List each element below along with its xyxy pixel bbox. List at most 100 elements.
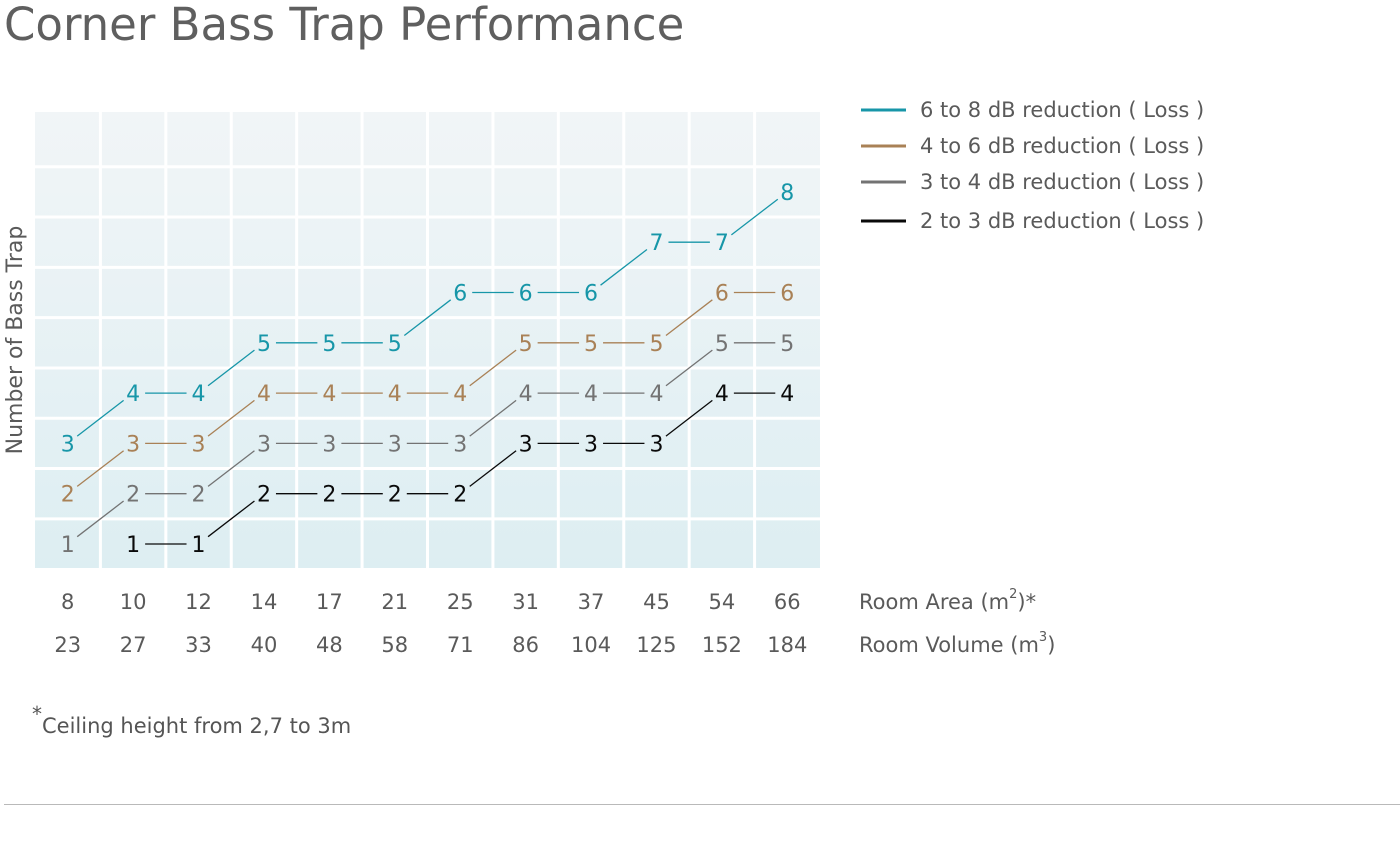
data-label: 5 <box>715 332 729 357</box>
data-label: 2 <box>192 483 206 508</box>
x-tick-label: 184 <box>767 633 807 657</box>
data-label: 2 <box>126 483 140 508</box>
data-label: 5 <box>322 332 336 357</box>
data-label: 5 <box>584 332 598 357</box>
chart-title: Corner Bass Trap Performance <box>4 0 685 51</box>
x-tick-label: 45 <box>643 590 670 614</box>
x-tick-label: 104 <box>571 633 611 657</box>
legend-label: 6 to 8 dB reduction ( Loss ) <box>920 98 1204 122</box>
series-segment <box>76 450 125 487</box>
data-label: 2 <box>257 483 271 508</box>
x-tick-label: 86 <box>512 633 539 657</box>
data-label: 4 <box>649 382 663 407</box>
bottom-divider <box>4 804 1400 805</box>
x-tick-label: 8 <box>61 590 74 614</box>
data-label: 3 <box>192 432 206 457</box>
data-label: 2 <box>388 483 402 508</box>
footnote-text: Ceiling height from 2,7 to 3m <box>42 714 352 738</box>
data-label: 2 <box>453 483 467 508</box>
series-segment <box>76 399 125 437</box>
series-segment <box>730 198 779 236</box>
data-label: 2 <box>322 483 336 508</box>
data-label: 4 <box>388 382 402 407</box>
x-row-title: Room Area (m2)* <box>859 587 1036 614</box>
data-label: 4 <box>257 382 271 407</box>
series-segment <box>207 450 255 487</box>
series-segment <box>600 248 648 286</box>
data-label: 7 <box>649 231 663 256</box>
y-axis-label: Number of Bass Trap <box>3 226 28 455</box>
data-label: 4 <box>519 382 533 407</box>
legend-label: 3 to 4 dB reduction ( Loss ) <box>920 170 1204 194</box>
x-tick-label: 31 <box>512 590 539 614</box>
series-segment <box>469 349 517 387</box>
x-tick-label: 27 <box>120 633 147 657</box>
data-label: 5 <box>388 332 402 357</box>
x-tick-label: 66 <box>774 590 801 614</box>
data-label: 1 <box>61 533 75 558</box>
x-tick-label: 12 <box>185 590 212 614</box>
data-label: 3 <box>649 432 663 457</box>
data-label: 6 <box>780 282 794 307</box>
data-label: 1 <box>126 533 140 558</box>
x-tick-label: 40 <box>251 633 278 657</box>
legend: 6 to 8 dB reduction ( Loss ) 4 to 6 dB re… <box>861 98 1204 233</box>
data-label: 5 <box>649 332 663 357</box>
data-label: 4 <box>715 382 729 407</box>
series-2: 2 3 3 4 4 4 4 5 5 5 6 6 <box>61 282 795 508</box>
legend-label: 2 to 3 dB reduction ( Loss ) <box>920 209 1204 233</box>
x-tick-label: 10 <box>120 590 147 614</box>
series-segment <box>207 349 255 387</box>
data-label: 5 <box>519 332 533 357</box>
x-tick-label: 21 <box>381 590 408 614</box>
series-1: 3 4 4 5 5 5 6 6 6 7 7 8 <box>61 181 795 458</box>
data-label: 3 <box>257 432 271 457</box>
x-tick-label: 17 <box>316 590 343 614</box>
series-4: 1 1 2 2 2 2 3 3 3 4 4 <box>126 382 794 558</box>
data-label: 3 <box>388 432 402 457</box>
x-tick-label: 54 <box>709 590 736 614</box>
x-tick-label: 58 <box>381 633 408 657</box>
series-segment <box>469 450 517 487</box>
data-label: 2 <box>61 483 75 508</box>
x-tick-label: 25 <box>447 590 474 614</box>
series-segment <box>207 399 255 437</box>
data-label: 1 <box>192 533 206 558</box>
legend-label: 4 to 6 dB reduction ( Loss ) <box>920 134 1204 158</box>
data-label: 3 <box>322 432 336 457</box>
series-segment <box>76 500 125 538</box>
data-label: 3 <box>61 432 75 457</box>
x-tick-label: 152 <box>702 633 742 657</box>
x-tick-label: 33 <box>185 633 212 657</box>
data-label: 6 <box>715 282 729 307</box>
x-tick-label: 23 <box>54 633 81 657</box>
data-label: 4 <box>453 382 467 407</box>
footnote: *Ceiling height from 2,7 to 3m <box>32 702 352 738</box>
data-label: 5 <box>257 332 271 357</box>
footnote-star: * <box>32 702 42 726</box>
series-segment <box>403 299 452 337</box>
x-axis-labels: 8 10 12 14 17 21 25 31 37 45 54 66 Room Area (m2)* 23… <box>54 587 1055 657</box>
data-label: 6 <box>453 282 467 307</box>
x-row-title: Room Volume (m3) <box>859 630 1055 657</box>
x-tick-label: 14 <box>251 590 278 614</box>
data-label: 3 <box>126 432 140 457</box>
x-tick-label: 37 <box>578 590 605 614</box>
series-3: 1 2 2 3 3 3 3 4 4 4 5 5 <box>61 332 795 558</box>
series-segment <box>665 399 713 437</box>
series-segment <box>469 399 517 437</box>
data-label: 4 <box>584 382 598 407</box>
data-label: 3 <box>453 432 467 457</box>
data-label: 3 <box>519 432 533 457</box>
data-label: 4 <box>780 382 794 407</box>
data-label: 6 <box>584 282 598 307</box>
x-tick-label: 48 <box>316 633 343 657</box>
data-label: 5 <box>780 332 794 357</box>
data-label: 4 <box>192 382 206 407</box>
series-segment <box>207 500 255 538</box>
data-label: 4 <box>126 382 140 407</box>
data-label: 8 <box>780 181 794 206</box>
data-label: 3 <box>584 432 598 457</box>
